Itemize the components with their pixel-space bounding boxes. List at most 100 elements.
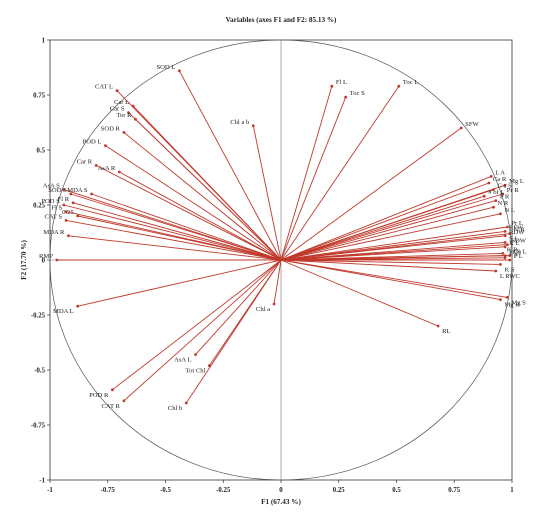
variable-label: Car R xyxy=(77,158,93,165)
variable-label: AsA R xyxy=(98,165,116,172)
vector-line xyxy=(280,226,508,261)
vector-point xyxy=(76,304,80,308)
variable-label: RL xyxy=(442,328,450,335)
variable-label: Pr R xyxy=(507,187,520,194)
x-tick-label: 0.75 xyxy=(448,487,460,494)
vector-line xyxy=(280,206,494,261)
variable-label: Mg R xyxy=(504,302,520,309)
variable-label: K L xyxy=(509,240,519,247)
vector-point xyxy=(64,210,68,214)
vector-line xyxy=(280,195,485,261)
vector-point xyxy=(90,192,93,196)
vector-point xyxy=(492,188,495,192)
vector-line xyxy=(280,127,462,261)
vector-point xyxy=(131,104,135,108)
x-tick-label: -0.5 xyxy=(160,487,171,494)
variable-label: L RWC xyxy=(500,273,521,280)
y-tick-label: 0.5 xyxy=(37,147,46,154)
vector-point xyxy=(489,175,493,178)
x-tick-label: 0.25 xyxy=(333,487,345,494)
variable-label: CAT L xyxy=(95,84,113,91)
vector-line xyxy=(280,182,490,261)
variable-label: Fl L xyxy=(336,79,347,86)
vector-point xyxy=(115,89,119,92)
vector-point xyxy=(55,258,59,262)
variable-label: RDW xyxy=(509,229,525,236)
variable-label: Ca L xyxy=(514,249,527,256)
variable-label: MDA L xyxy=(53,308,74,315)
variable-label: K R xyxy=(507,246,518,253)
vector-point xyxy=(508,258,512,262)
x-axis-label: F1 (67.43 %) xyxy=(261,498,301,506)
vector-point xyxy=(330,84,334,88)
vector-point xyxy=(177,69,181,73)
x-tick-label: -1 xyxy=(47,487,53,494)
vector-point xyxy=(494,269,498,273)
vector-point xyxy=(117,170,121,174)
variable-label: Car L xyxy=(114,99,129,106)
vector-point xyxy=(94,164,98,167)
vector-point xyxy=(67,234,70,238)
vector-line xyxy=(273,259,282,305)
vector-line xyxy=(280,97,347,261)
variable-label: Chl a b xyxy=(230,119,250,126)
x-tick-label: -0.75 xyxy=(101,487,116,494)
vector-line xyxy=(280,259,508,298)
vector-point xyxy=(492,205,495,209)
vector-point xyxy=(503,256,507,260)
vector-line xyxy=(195,259,282,355)
x-tick-label: 1 xyxy=(510,487,514,494)
vector-point xyxy=(122,399,126,403)
variable-label: POD L xyxy=(83,139,102,146)
variable-label: POD R xyxy=(89,392,109,399)
vector-point xyxy=(501,192,505,196)
variable-label: MDA R xyxy=(43,229,65,236)
y-tick-label: -0.75 xyxy=(31,422,46,429)
vector-point xyxy=(62,203,66,207)
y-tick-label: 0.75 xyxy=(33,92,45,99)
vector-line xyxy=(72,202,282,261)
vector-point xyxy=(508,232,512,236)
vector-point xyxy=(503,234,507,238)
vector-point xyxy=(110,388,114,392)
vector-line xyxy=(280,189,494,261)
vector-line xyxy=(280,259,496,272)
vector-line xyxy=(280,230,506,261)
variable-label: Tot Chl xyxy=(186,368,206,375)
variable-label: N L xyxy=(504,207,514,214)
vector-point xyxy=(503,241,507,244)
vector-line xyxy=(119,171,282,261)
variable-label: Pr S xyxy=(509,249,521,256)
vector-line xyxy=(280,85,400,261)
variable-label: AsA S xyxy=(43,183,60,190)
variable-label: SDW xyxy=(511,238,526,245)
variable-label: SOD S xyxy=(48,187,67,194)
vector-point xyxy=(505,225,509,229)
variable-label: RMP xyxy=(39,253,53,260)
variable-label: Car S xyxy=(110,106,125,113)
vector-point xyxy=(344,95,348,99)
y-tick-label: 0 xyxy=(42,257,46,264)
variable-label: Chl b xyxy=(168,405,183,412)
variable-label: N R xyxy=(498,200,509,207)
vector-line xyxy=(185,259,282,404)
vector-line xyxy=(280,259,501,265)
variable-label: CAT R xyxy=(102,403,121,410)
variable-label: Fl S xyxy=(51,205,62,212)
variable-label: Mg L xyxy=(509,178,524,185)
variable-label: P L xyxy=(514,253,523,260)
vector-line xyxy=(132,105,282,261)
vector-line xyxy=(280,259,439,327)
vector-point xyxy=(64,219,68,222)
vector-point xyxy=(69,192,73,196)
variable-label: L A xyxy=(495,169,505,176)
vector-line xyxy=(135,118,282,261)
vector-line xyxy=(63,204,282,261)
variable-label: SOD R xyxy=(101,125,121,132)
vector-point xyxy=(436,324,440,328)
vector-point xyxy=(505,296,509,299)
variable-label: N R xyxy=(514,227,525,234)
y-axis-label: F2 (17.70 %) xyxy=(20,240,28,280)
vector-line xyxy=(112,259,282,391)
